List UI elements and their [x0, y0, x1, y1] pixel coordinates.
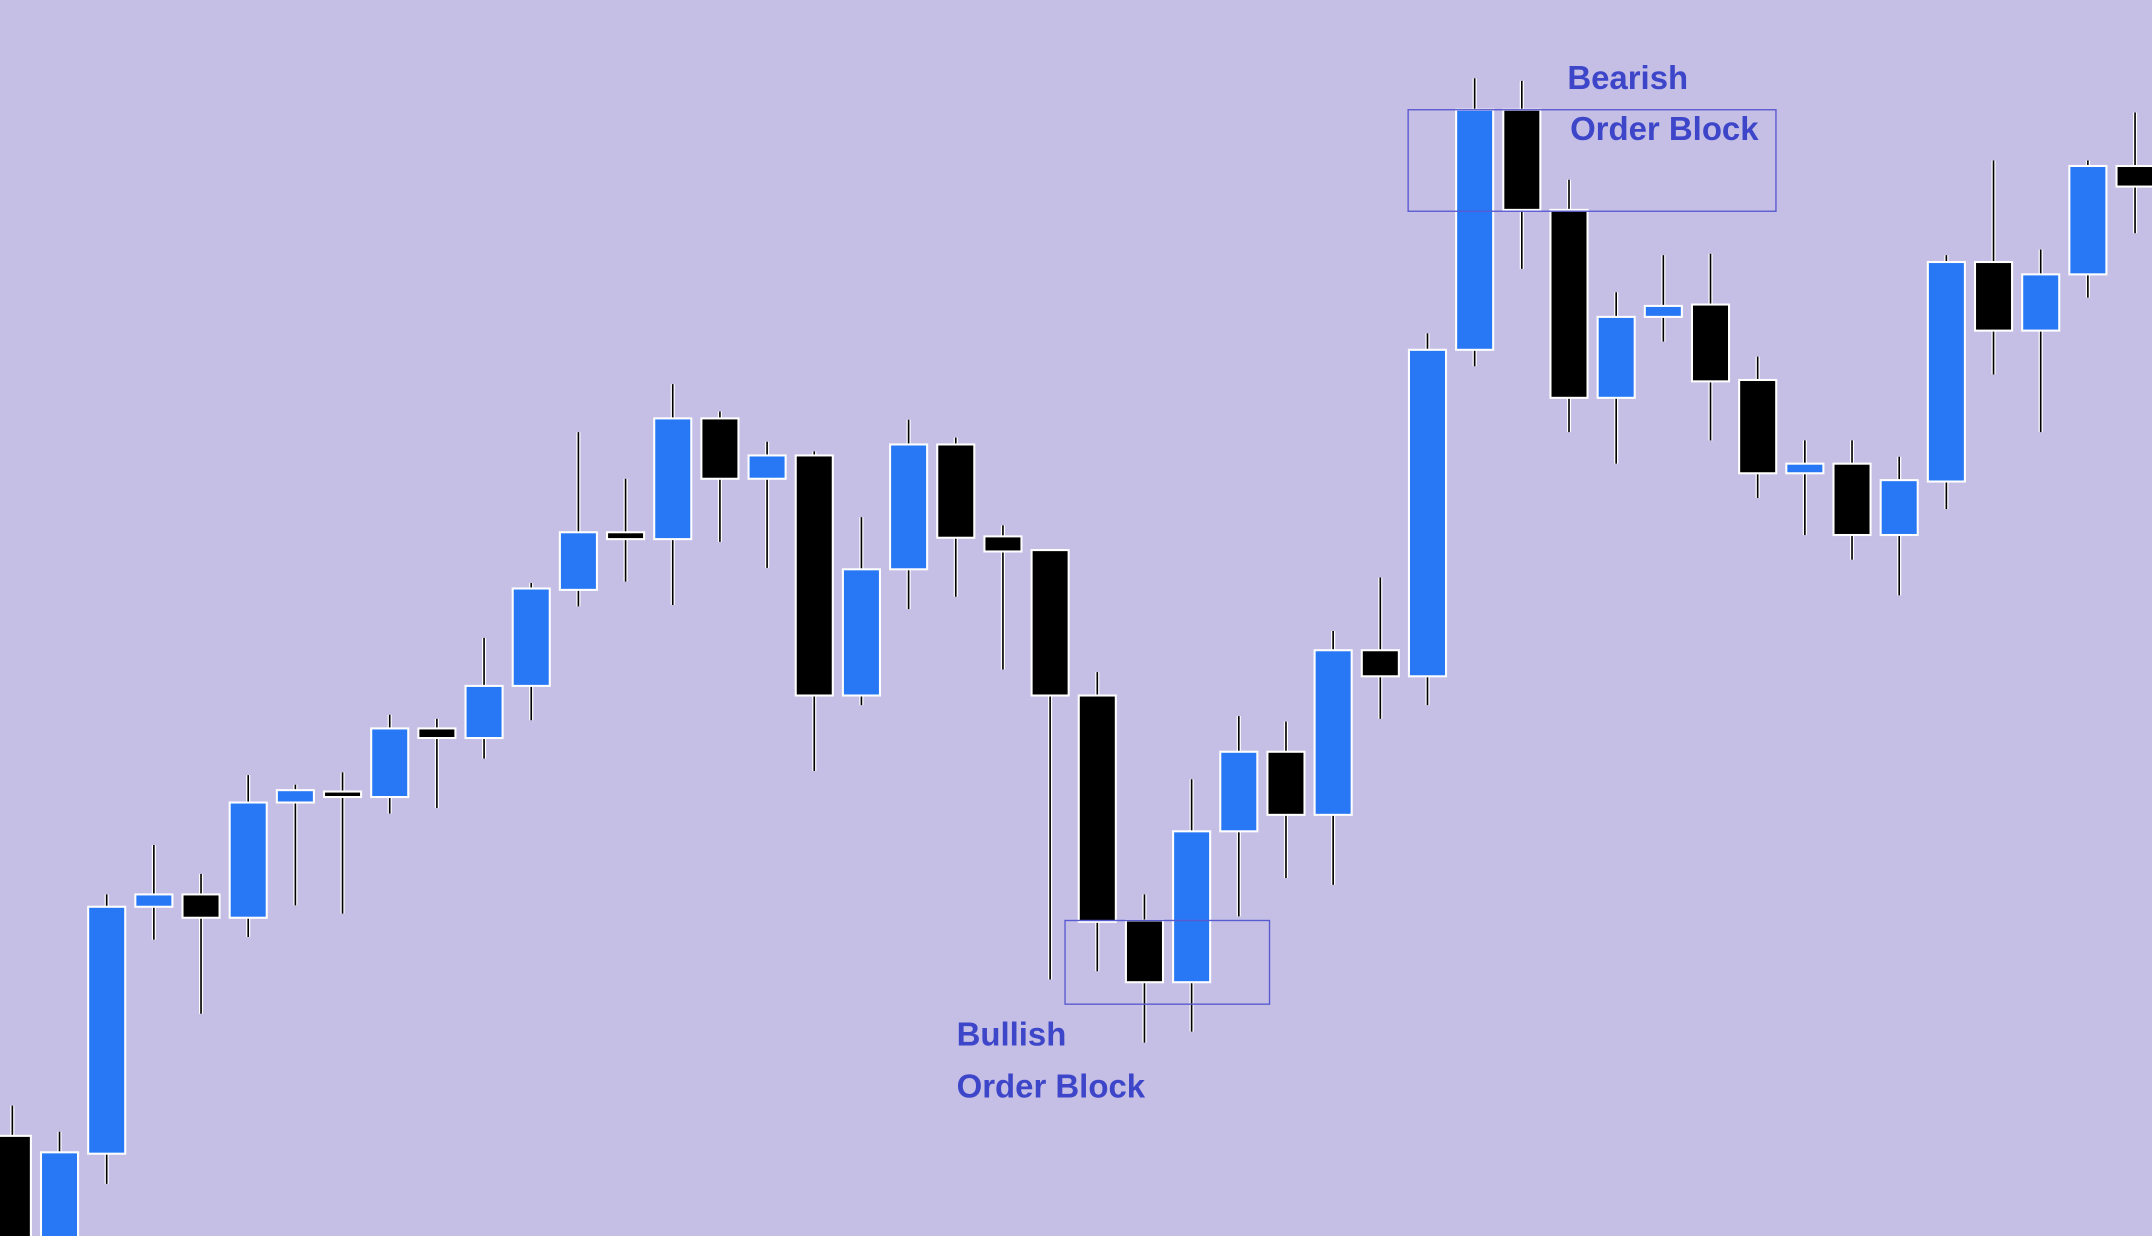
- bullish-box: [1064, 919, 1271, 1005]
- candle-body: [1313, 649, 1353, 816]
- candle-body: [87, 905, 127, 1155]
- candle-body: [2068, 164, 2108, 276]
- candle-body: [134, 893, 174, 908]
- candle-body: [1502, 108, 1542, 211]
- candle-body: [1549, 208, 1589, 399]
- candle-body: [1030, 549, 1070, 697]
- candle-body: [1172, 830, 1212, 984]
- candle-body: [558, 531, 598, 591]
- candle-body: [275, 789, 315, 804]
- candle-body: [1973, 260, 2014, 332]
- candle-body: [700, 417, 740, 480]
- candle-body: [1407, 348, 1448, 678]
- candle-body: [2115, 164, 2152, 188]
- candle-body: [1360, 649, 1400, 678]
- candle-body: [417, 727, 457, 740]
- annotation: Order Block: [957, 1067, 1146, 1104]
- candle-body: [1219, 750, 1259, 833]
- candle-body: [2021, 273, 2061, 332]
- candle-body: [1124, 919, 1165, 984]
- candle-body: [370, 727, 410, 799]
- candle-body: [1879, 479, 1919, 537]
- candle-body: [1455, 108, 1495, 351]
- candle-body: [1596, 315, 1636, 399]
- candle-body: [1266, 750, 1306, 816]
- candle-body: [606, 531, 646, 541]
- candle-body: [1738, 378, 1778, 475]
- candle-body: [747, 454, 787, 480]
- candle-body: [841, 568, 881, 697]
- annotation: Bearish: [1567, 59, 1688, 96]
- candle-body: [1077, 694, 1117, 923]
- candle-body: [1832, 462, 1872, 537]
- candle-body: [322, 790, 363, 799]
- annotation: Order Block: [1570, 110, 1759, 147]
- candle-body: [1643, 304, 1683, 318]
- candle-body: [0, 1134, 32, 1236]
- candle-body: [983, 535, 1023, 553]
- candle-body: [936, 443, 976, 539]
- annotation: Bullish: [957, 1015, 1067, 1052]
- candle-body: [228, 801, 268, 919]
- candle-body: [1926, 260, 1966, 483]
- candles: [0, 78, 2152, 1236]
- candle-body: [39, 1151, 80, 1236]
- candle-body: [464, 684, 504, 740]
- candle-body: [889, 443, 929, 571]
- candle-body: [1690, 303, 1731, 383]
- candle-body: [181, 893, 221, 919]
- candle-body: [794, 454, 834, 697]
- candle-body: [1785, 462, 1825, 475]
- candle-body: [511, 587, 551, 687]
- candle-body: [653, 417, 693, 541]
- bearish-box: [1407, 109, 1777, 212]
